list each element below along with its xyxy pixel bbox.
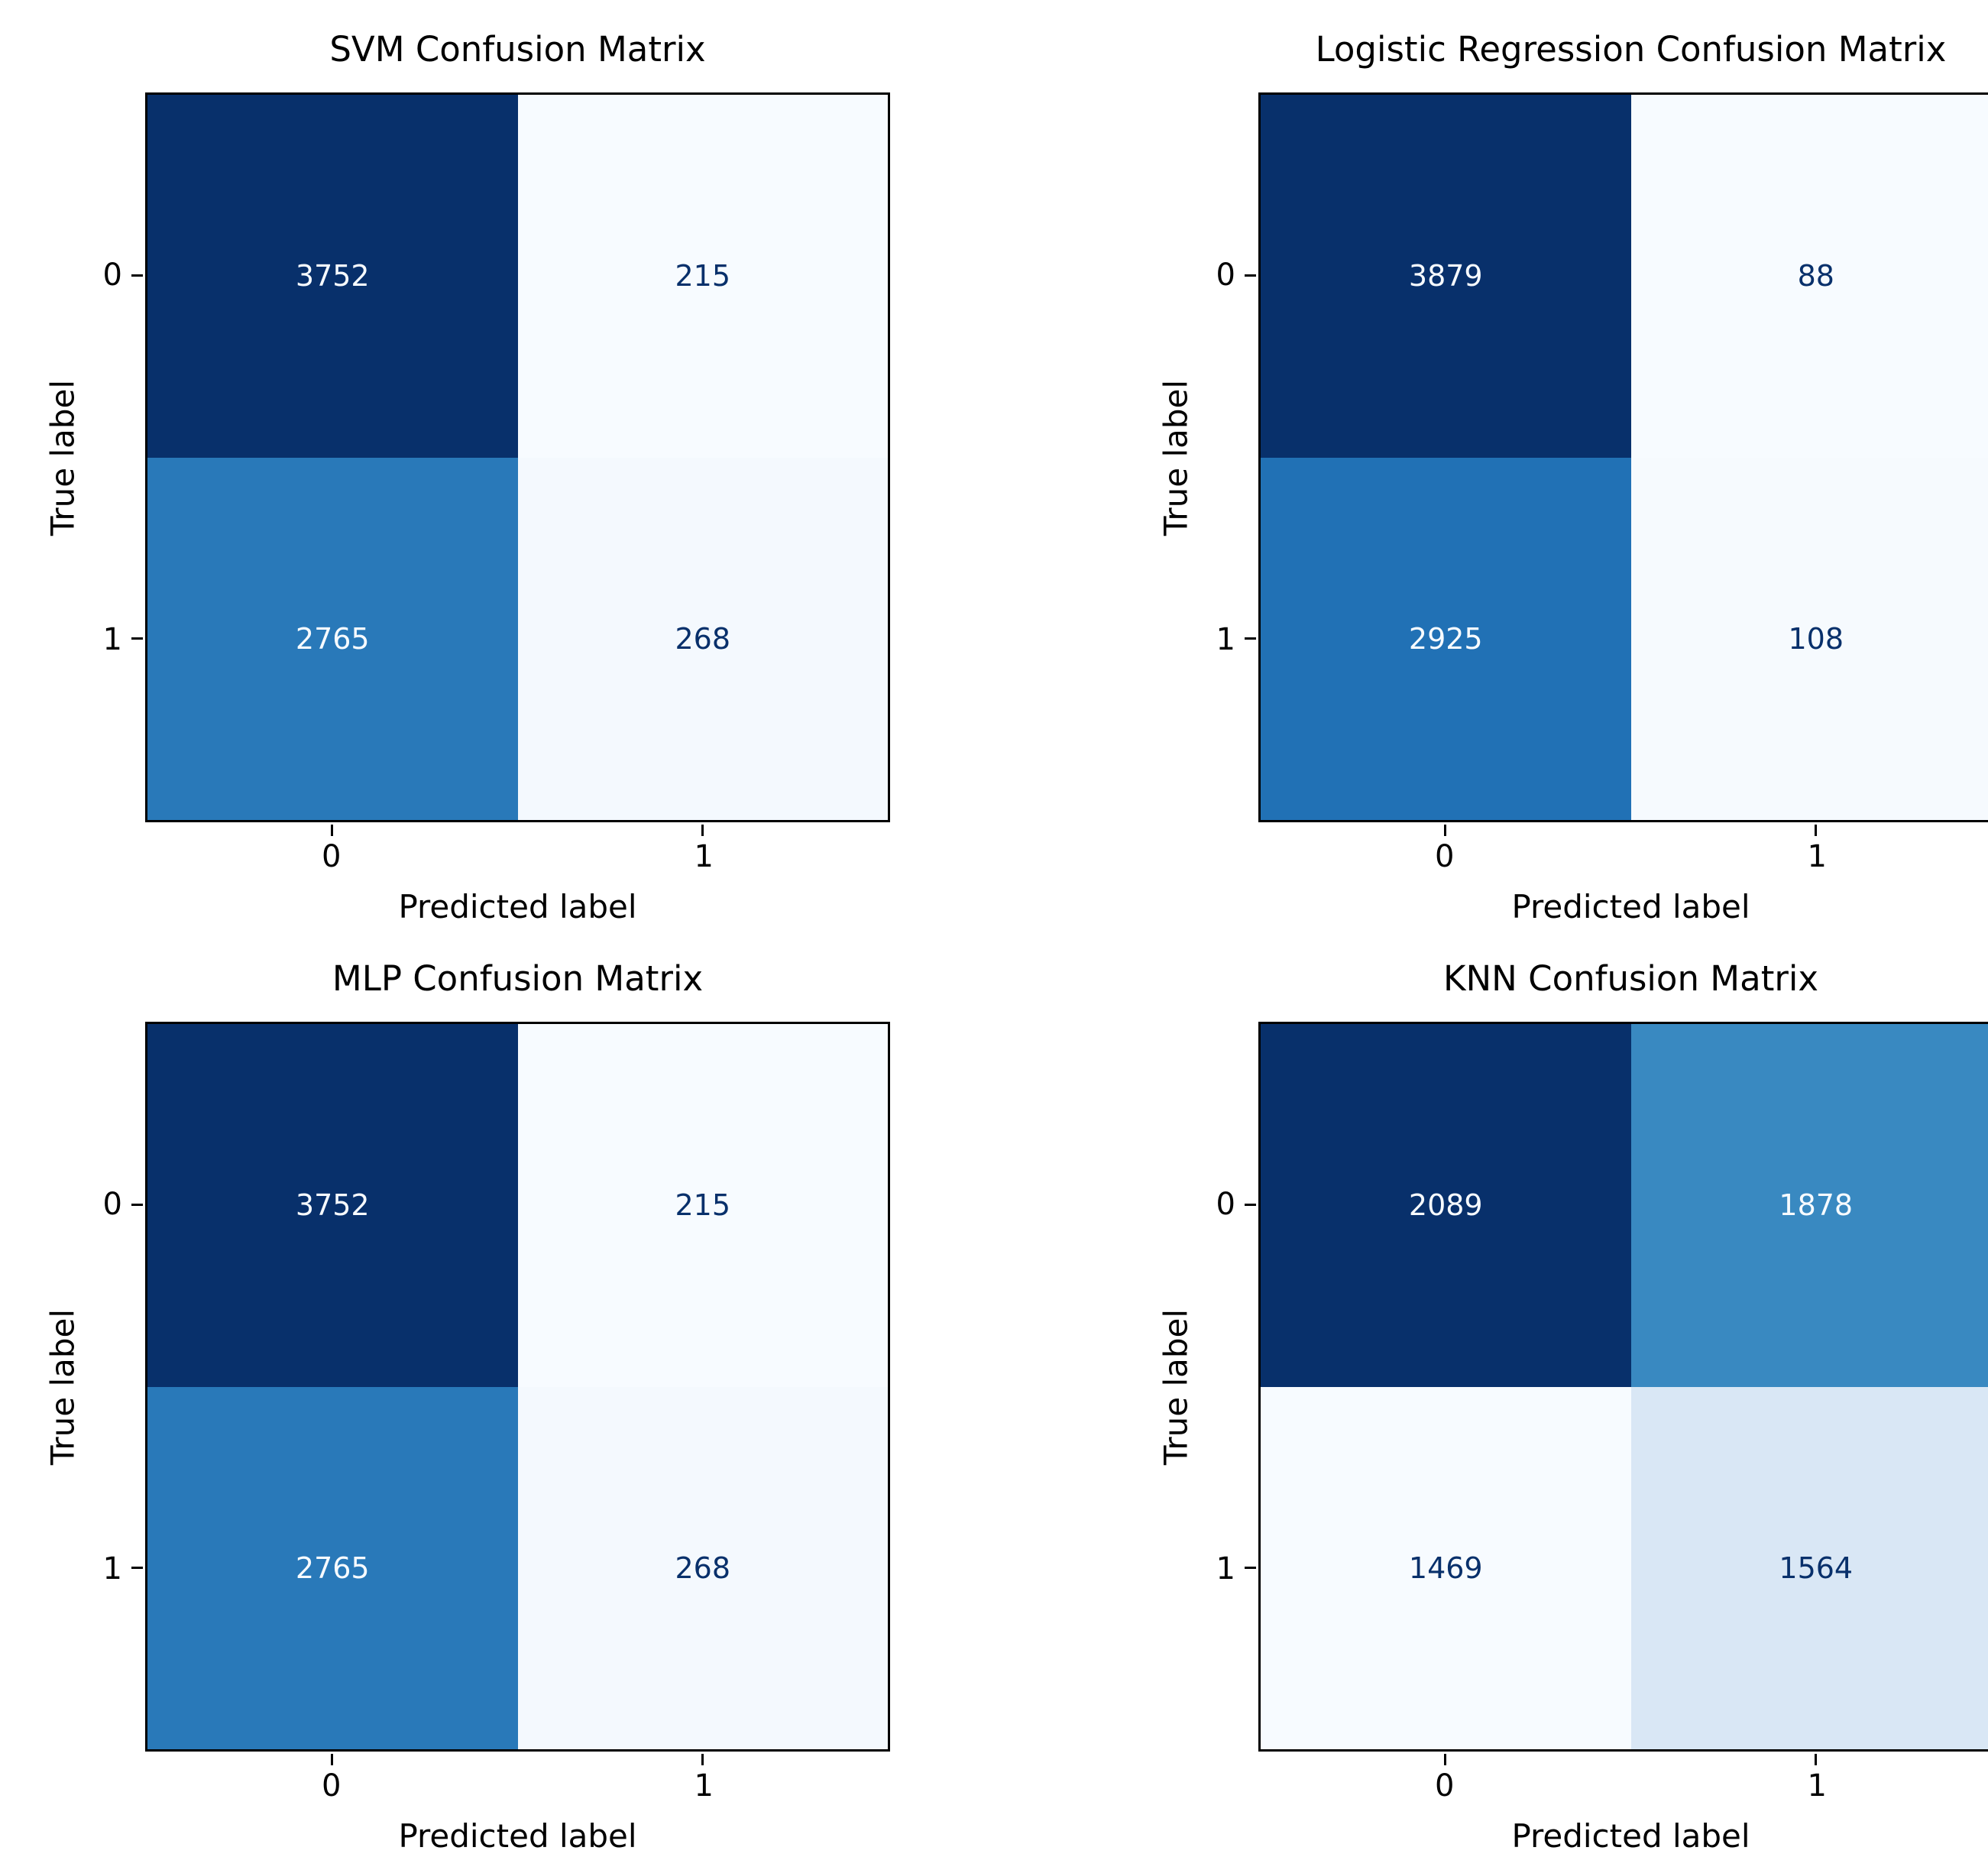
y-tick-label: 1 xyxy=(1182,622,1235,657)
x-tick-mark xyxy=(331,825,333,836)
matrix-cell-true1-pred0: 1469 xyxy=(1261,1387,1631,1750)
matrix-cell-true0-pred0: 3752 xyxy=(147,1024,518,1387)
subplot-logistic-regression: Logistic Regression Confusion Matrix Tru… xyxy=(1025,12,1988,941)
y-axis-label: True label xyxy=(1158,379,1195,535)
x-tick-mark xyxy=(1444,825,1446,836)
plot-title: SVM Confusion Matrix xyxy=(145,29,890,70)
matrix-cell-true0-pred1: 215 xyxy=(518,95,889,458)
x-tick-mark xyxy=(1444,1754,1446,1765)
x-tick-label: 0 xyxy=(1399,1768,1491,1804)
x-tick-label: 1 xyxy=(1771,1768,1863,1804)
y-tick-label: 0 xyxy=(1182,1187,1235,1222)
x-axis-label: Predicted label xyxy=(145,888,890,925)
plot-title: Logistic Regression Confusion Matrix xyxy=(1258,29,1988,70)
y-tick-mark xyxy=(1245,637,1256,640)
y-tick-mark xyxy=(131,637,143,640)
matrix-cell-true0-pred1: 88 xyxy=(1631,95,1988,458)
y-tick-mark xyxy=(1245,274,1256,277)
x-tick-mark xyxy=(331,1754,333,1765)
x-axis-label: Predicted label xyxy=(1258,888,1988,925)
matrix-cell-true1-pred1: 268 xyxy=(518,458,889,821)
matrix-cell-true0-pred1: 215 xyxy=(518,1024,889,1387)
x-tick-mark xyxy=(701,825,704,836)
y-tick-mark xyxy=(1245,1204,1256,1206)
x-tick-mark xyxy=(1815,1754,1817,1765)
x-tick-label: 1 xyxy=(1771,839,1863,874)
matrix-cell-true1-pred0: 2765 xyxy=(147,458,518,821)
y-tick-label: 0 xyxy=(1182,258,1235,293)
y-tick-mark xyxy=(131,1567,143,1569)
plot-title: MLP Confusion Matrix xyxy=(145,958,890,1000)
y-tick-mark xyxy=(131,274,143,277)
matrix-cell-true0-pred1: 1878 xyxy=(1631,1024,1988,1387)
x-tick-label: 1 xyxy=(658,1768,750,1804)
confusion-matrix-heatmap: 2089 1878 1469 1564 xyxy=(1258,1022,1988,1752)
y-tick-label: 1 xyxy=(69,1551,122,1586)
x-tick-label: 1 xyxy=(658,839,750,874)
y-tick-mark xyxy=(1245,1567,1256,1569)
x-axis-label: Predicted label xyxy=(145,1817,890,1855)
x-tick-label: 0 xyxy=(286,1768,377,1804)
matrix-cell-true0-pred0: 2089 xyxy=(1261,1024,1631,1387)
subplot-svm: SVM Confusion Matrix True label 0 1 3752… xyxy=(31,12,1025,941)
plot-title: KNN Confusion Matrix xyxy=(1258,958,1988,1000)
confusion-matrix-heatmap: 3879 88 2925 108 xyxy=(1258,92,1988,822)
subplot-mlp: MLP Confusion Matrix True label 0 1 3752… xyxy=(31,941,1025,1870)
y-axis-label: True label xyxy=(44,379,82,535)
matrix-cell-true0-pred0: 3879 xyxy=(1261,95,1631,458)
x-tick-mark xyxy=(1815,825,1817,836)
y-axis-label: True label xyxy=(44,1308,82,1464)
matrix-cell-true1-pred1: 268 xyxy=(518,1387,889,1750)
matrix-cell-true1-pred1: 108 xyxy=(1631,458,1988,821)
confusion-matrix-heatmap: 3752 215 2765 268 xyxy=(145,92,890,822)
y-tick-label: 0 xyxy=(69,1187,122,1222)
matrix-cell-true0-pred0: 3752 xyxy=(147,95,518,458)
x-tick-label: 0 xyxy=(286,839,377,874)
y-axis-label: True label xyxy=(1158,1308,1195,1464)
y-tick-mark xyxy=(131,1204,143,1206)
subplot-knn: KNN Confusion Matrix True label 0 1 2089… xyxy=(1025,941,1988,1870)
y-tick-label: 0 xyxy=(69,258,122,293)
y-tick-label: 1 xyxy=(1182,1551,1235,1586)
matrix-cell-true1-pred0: 2925 xyxy=(1261,458,1631,821)
matrix-cell-true1-pred1: 1564 xyxy=(1631,1387,1988,1750)
matrix-cell-true1-pred0: 2765 xyxy=(147,1387,518,1750)
confusion-matrix-heatmap: 3752 215 2765 268 xyxy=(145,1022,890,1752)
x-tick-label: 0 xyxy=(1399,839,1491,874)
x-tick-mark xyxy=(701,1754,704,1765)
y-tick-label: 1 xyxy=(69,622,122,657)
x-axis-label: Predicted label xyxy=(1258,1817,1988,1855)
